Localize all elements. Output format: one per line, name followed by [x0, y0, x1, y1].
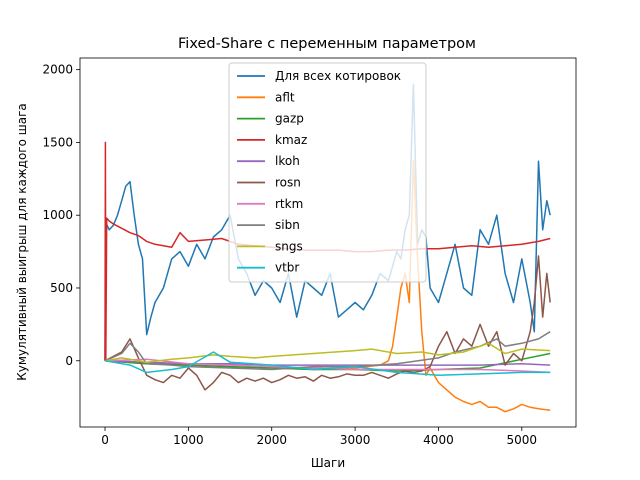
y-tick-label: 2000: [42, 63, 73, 77]
legend-label: sibn: [275, 218, 300, 232]
x-tick-label: 1000: [173, 433, 204, 447]
x-tick-label: 4000: [423, 433, 454, 447]
series-line-Для всех котировок: [104, 83, 551, 361]
legend-label: lkoh: [275, 154, 300, 168]
plot-frame: [79, 57, 577, 428]
y-tick-label: 500: [50, 281, 73, 295]
x-axis: 0 1000 2000 3000 4000 5000: [101, 427, 537, 447]
legend: Для всех котировок aflt gazp kmaz lkoh rosn rt…: [228, 62, 427, 283]
y-tick-label: 1500: [42, 135, 73, 149]
legend-box: [228, 62, 427, 283]
y-tick-label: 1000: [42, 208, 73, 222]
chart-title: Fixed-Share с переменным параметром: [178, 36, 476, 52]
x-tick-label: 2000: [256, 433, 287, 447]
y-axis: 0 500 1000 1500 2000: [42, 63, 80, 368]
y-tick-label: 0: [65, 354, 73, 368]
legend-label: sngs: [275, 239, 303, 253]
legend-label: rosn: [275, 176, 301, 190]
legend-label: kmaz: [275, 133, 307, 147]
series-line-rosn: [104, 255, 551, 391]
legend-label: Для всех котировок: [275, 69, 401, 83]
x-tick-label: 5000: [507, 433, 538, 447]
x-tick-label: 3000: [340, 433, 371, 447]
legend-label: gazp: [275, 112, 304, 126]
series-line-sngs: [104, 342, 551, 363]
x-axis-label: Шаги: [311, 456, 345, 470]
series-line-sibn: [104, 331, 551, 371]
legend-label: aflt: [275, 90, 295, 104]
series-line-vtbr: [104, 351, 551, 377]
legend-label: rtkm: [275, 197, 303, 211]
x-tick-label: 0: [101, 433, 109, 447]
plot-lines: [104, 83, 551, 413]
y-axis-label: Кумулятивный выигрыш для каждого шага: [15, 103, 29, 381]
legend-label: vtbr: [275, 261, 299, 275]
